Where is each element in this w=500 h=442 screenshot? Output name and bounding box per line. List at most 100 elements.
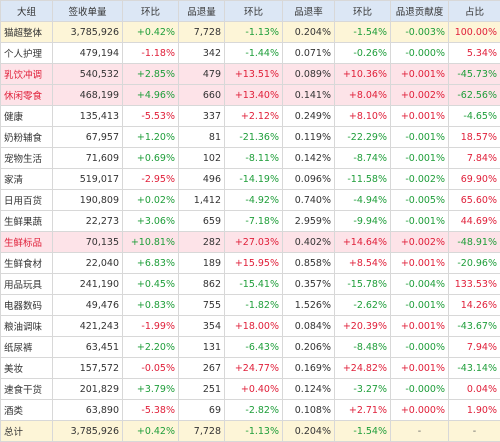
- value-cell: -14.19%: [225, 169, 283, 190]
- value-cell: 69.90%: [449, 169, 500, 190]
- value-cell: 22,273: [53, 211, 123, 232]
- value-cell: 342: [179, 43, 225, 64]
- value-cell: -15.78%: [335, 274, 391, 295]
- value-cell: +0.83%: [123, 295, 179, 316]
- value-cell: 135,413: [53, 106, 123, 127]
- value-cell: -21.36%: [225, 127, 283, 148]
- value-cell: -0.001%: [391, 211, 449, 232]
- value-cell: -4.65%: [449, 106, 500, 127]
- value-cell: +0.000%: [391, 400, 449, 421]
- value-cell: +8.10%: [335, 106, 391, 127]
- value-cell: 0.357%: [283, 274, 335, 295]
- group-cell: 生鲜食材: [1, 253, 53, 274]
- group-cell: 乳饮冲调: [1, 64, 53, 85]
- group-cell: 美妆: [1, 358, 53, 379]
- value-cell: -0.001%: [391, 148, 449, 169]
- value-cell: 0.089%: [283, 64, 335, 85]
- value-cell: -1.18%: [123, 43, 179, 64]
- value-cell: +8.04%: [335, 85, 391, 106]
- header-cell: 环比: [123, 1, 179, 22]
- value-cell: 421,243: [53, 316, 123, 337]
- group-cell: 健康: [1, 106, 53, 127]
- group-cell: 用品玩具: [1, 274, 53, 295]
- value-cell: +10.81%: [123, 232, 179, 253]
- value-cell: 862: [179, 274, 225, 295]
- value-cell: 540,532: [53, 64, 123, 85]
- group-cell: 纸尿裤: [1, 337, 53, 358]
- header-cell: 占比: [449, 1, 500, 22]
- value-cell: 0.402%: [283, 232, 335, 253]
- value-cell: -11.58%: [335, 169, 391, 190]
- value-cell: -6.43%: [225, 337, 283, 358]
- value-cell: 267: [179, 358, 225, 379]
- group-cell: 宠物生活: [1, 148, 53, 169]
- value-cell: -0.000%: [391, 337, 449, 358]
- value-cell: 14.26%: [449, 295, 500, 316]
- group-cell: 总计: [1, 421, 53, 442]
- value-cell: 0.858%: [283, 253, 335, 274]
- value-cell: -5.38%: [123, 400, 179, 421]
- header-cell: 大组: [1, 1, 53, 22]
- value-cell: 157,572: [53, 358, 123, 379]
- value-cell: -0.05%: [123, 358, 179, 379]
- value-cell: 0.206%: [283, 337, 335, 358]
- value-cell: +14.64%: [335, 232, 391, 253]
- value-cell: 0.084%: [283, 316, 335, 337]
- header-row: 大组签收单量环比品退量环比品退率环比品退贡献度占比: [1, 1, 500, 22]
- value-cell: 282: [179, 232, 225, 253]
- value-cell: 131: [179, 337, 225, 358]
- value-cell: 7,728: [179, 421, 225, 442]
- value-cell: -4.94%: [335, 190, 391, 211]
- value-cell: +0.42%: [123, 22, 179, 43]
- header-cell: 环比: [335, 1, 391, 22]
- group-cell: 奶粉辅食: [1, 127, 53, 148]
- group-cell: 粮油调味: [1, 316, 53, 337]
- value-cell: 0.04%: [449, 379, 500, 400]
- value-cell: +0.02%: [123, 190, 179, 211]
- value-cell: -0.001%: [391, 295, 449, 316]
- group-cell: 猫超整体: [1, 22, 53, 43]
- value-cell: -8.48%: [335, 337, 391, 358]
- group-cell: 休闲零食: [1, 85, 53, 106]
- value-cell: +20.39%: [335, 316, 391, 337]
- value-cell: -2.82%: [225, 400, 283, 421]
- value-cell: 354: [179, 316, 225, 337]
- value-cell: -0.005%: [391, 190, 449, 211]
- value-cell: 22,040: [53, 253, 123, 274]
- value-cell: +3.79%: [123, 379, 179, 400]
- value-cell: 7,728: [179, 22, 225, 43]
- group-cell: 个人护理: [1, 43, 53, 64]
- value-cell: +2.20%: [123, 337, 179, 358]
- value-cell: 0.249%: [283, 106, 335, 127]
- value-cell: 1,412: [179, 190, 225, 211]
- value-cell: 0.124%: [283, 379, 335, 400]
- value-cell: 3,785,926: [53, 22, 123, 43]
- value-cell: 100.00%: [449, 22, 500, 43]
- group-cell: 酒类: [1, 400, 53, 421]
- value-cell: +2.71%: [335, 400, 391, 421]
- value-cell: 660: [179, 85, 225, 106]
- value-cell: -0.000%: [391, 43, 449, 64]
- header-cell: 品退率: [283, 1, 335, 22]
- value-cell: -22.29%: [335, 127, 391, 148]
- value-cell: 65.60%: [449, 190, 500, 211]
- value-cell: -0.002%: [391, 169, 449, 190]
- value-cell: -43.67%: [449, 316, 500, 337]
- value-cell: +0.001%: [391, 358, 449, 379]
- value-cell: 81: [179, 127, 225, 148]
- value-cell: -: [449, 421, 500, 442]
- value-cell: +24.77%: [225, 358, 283, 379]
